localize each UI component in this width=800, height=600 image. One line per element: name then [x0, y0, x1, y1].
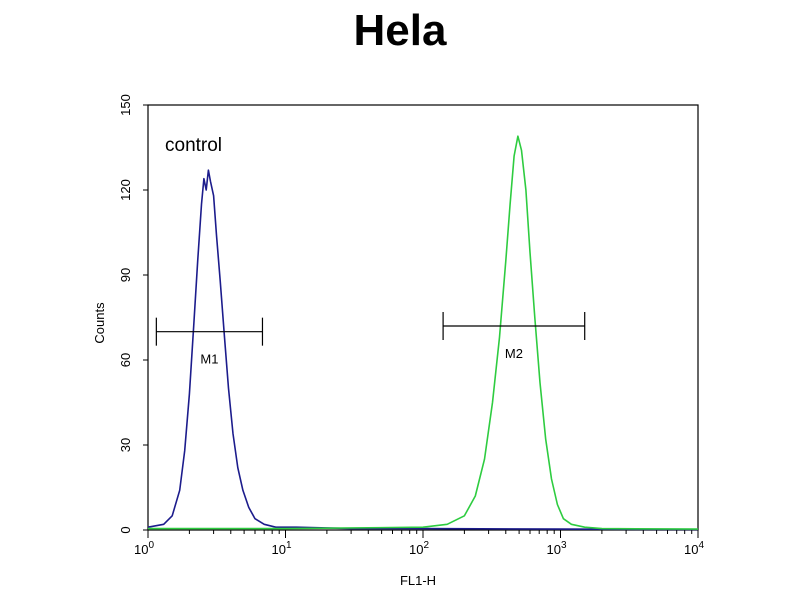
series-line-1 [147, 169, 699, 531]
y-tick-label: 30 [118, 438, 133, 452]
x-tick-label: 102 [409, 540, 429, 557]
y-tick-label: 0 [118, 526, 133, 533]
x-tick-label: 103 [546, 540, 566, 557]
y-tick-label: 120 [118, 179, 133, 201]
marker-label-m2: M2 [505, 346, 523, 361]
y-tick-label: 60 [118, 353, 133, 367]
chart-title: Hela [353, 6, 447, 55]
plot-frame [147, 104, 699, 531]
x-axis-label: FL1-H [400, 573, 436, 588]
x-tick-label: 100 [134, 540, 154, 557]
y-tick-label: 90 [118, 268, 133, 282]
y-axis-label: Counts [92, 302, 107, 344]
x-tick-label: 101 [271, 540, 291, 557]
series-line-2 [148, 135, 699, 530]
control-annotation: control [165, 135, 222, 156]
x-tick-label: 104 [684, 540, 704, 557]
y-tick-label: 150 [118, 94, 133, 116]
marker-label-m1: M1 [200, 352, 218, 367]
